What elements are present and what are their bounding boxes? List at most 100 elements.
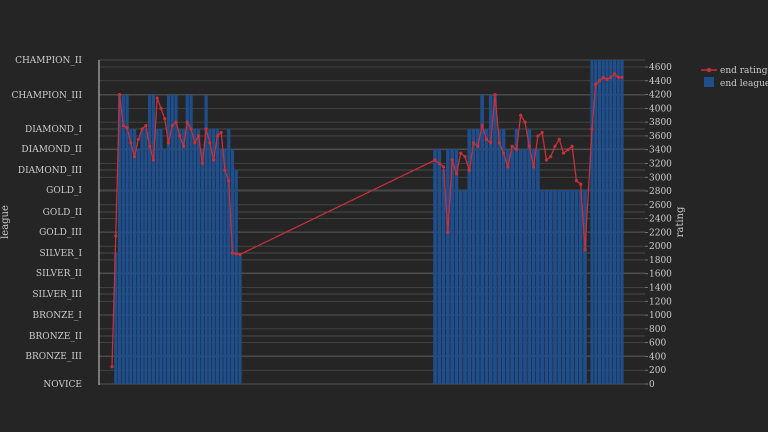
left-tick-label: GOLD_III <box>39 228 82 238</box>
rating-point <box>208 141 212 145</box>
bar <box>590 60 594 384</box>
rating-point <box>579 182 583 186</box>
legend-label-end-league: end league <box>720 79 768 89</box>
rating-point <box>163 117 167 121</box>
rating-point <box>570 144 574 148</box>
bar <box>578 190 583 384</box>
right-tick-label: 600 <box>649 339 666 349</box>
rating-point <box>583 248 587 252</box>
rating-point <box>561 151 566 155</box>
bar <box>227 129 231 384</box>
rating-point <box>114 234 118 238</box>
bar <box>544 190 549 384</box>
bar <box>501 129 506 384</box>
bar <box>163 149 167 384</box>
bar <box>204 95 208 384</box>
left-tick-label: NOVICE <box>43 380 82 390</box>
right-tick-label: 3000 <box>649 173 672 183</box>
rating-point <box>480 123 484 128</box>
legend-dot-marker <box>707 68 711 72</box>
bar <box>238 253 242 384</box>
rating-point <box>219 130 223 135</box>
rating-point <box>454 172 459 176</box>
legend-bar-marker <box>704 77 714 87</box>
bar <box>497 129 502 384</box>
bar <box>616 60 620 384</box>
bar <box>454 149 459 384</box>
bar <box>433 149 437 384</box>
bar <box>612 60 617 384</box>
left-axis-title: league <box>0 205 11 239</box>
rating-point <box>540 130 544 135</box>
bar <box>148 95 152 384</box>
right-axis-ticks: 0 200 400 600 800 1000 1200 1400 1600 1800 2000 220… <box>645 63 672 390</box>
rating-point <box>497 141 501 145</box>
right-tick-label: 1400 <box>649 284 672 294</box>
rating-point <box>527 144 531 148</box>
left-tick-label: SILVER_II <box>36 269 83 279</box>
bar-series-end-league <box>114 60 624 384</box>
right-tick-label: 800 <box>649 325 666 335</box>
rating-point <box>132 154 137 159</box>
rating-point <box>189 127 193 131</box>
line-series-end-rating <box>110 72 624 369</box>
left-tick-label: BRONZE_II <box>29 332 83 342</box>
rating-point <box>549 154 553 159</box>
bar <box>159 129 163 384</box>
right-tick-label: 2000 <box>649 242 672 252</box>
rating-point <box>484 137 489 141</box>
bar <box>553 190 557 384</box>
rating-point <box>204 127 208 131</box>
rating-point <box>463 154 467 159</box>
rating-point <box>166 141 171 145</box>
bar <box>540 190 544 384</box>
rating-point <box>506 165 510 169</box>
bar <box>536 149 540 384</box>
rating-point <box>185 120 189 124</box>
bar <box>174 95 178 384</box>
rating-point <box>227 179 231 183</box>
bar <box>170 95 174 384</box>
bar <box>121 95 125 384</box>
bar <box>166 95 171 384</box>
bar <box>219 149 223 384</box>
rating-point <box>493 92 497 97</box>
rating-point <box>467 168 471 172</box>
right-tick-label: 4000 <box>649 104 672 114</box>
bar <box>609 60 613 384</box>
right-tick-label: 3200 <box>649 159 672 169</box>
bar <box>129 129 133 384</box>
rating-point <box>230 251 235 255</box>
rating-point <box>129 141 133 145</box>
legend[interactable]: end rating end league <box>701 66 768 89</box>
rating-point <box>553 144 557 148</box>
rating-point <box>620 75 624 79</box>
rating-point <box>536 134 540 138</box>
bar <box>181 129 186 384</box>
legend-item-end-rating[interactable]: end rating <box>701 66 768 76</box>
rating-point <box>136 137 140 141</box>
bar <box>185 95 189 384</box>
rating-point <box>212 158 216 162</box>
rating-point <box>238 252 242 257</box>
rating-point <box>519 113 523 117</box>
right-tick-label: 3600 <box>649 132 672 142</box>
rating-point <box>510 144 514 148</box>
left-tick-label: GOLD_I <box>46 186 82 196</box>
left-tick-label: CHAMPION_III <box>12 91 83 101</box>
bar <box>566 190 570 384</box>
right-tick-label: 3800 <box>649 118 672 128</box>
bar <box>193 129 197 384</box>
rating-point <box>148 144 152 148</box>
rating-point <box>489 141 493 145</box>
bar <box>215 129 220 384</box>
rating-point <box>170 123 174 128</box>
rating-point <box>597 79 602 83</box>
bar <box>583 190 587 384</box>
right-tick-label: 2400 <box>649 215 672 225</box>
legend-item-end-league[interactable]: end league <box>704 77 768 89</box>
legend-label-end-rating: end rating <box>720 66 768 76</box>
left-tick-label: DIAMOND_I <box>25 125 82 135</box>
bar <box>594 60 598 384</box>
right-tick-label: 4600 <box>649 63 672 73</box>
